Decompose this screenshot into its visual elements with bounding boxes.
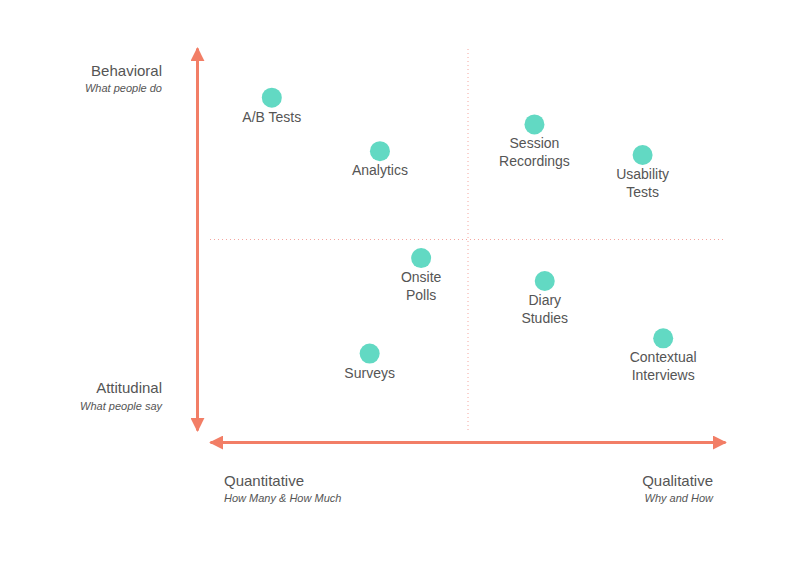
x-grid — [468, 48, 469, 430]
point-labels: A/B Tests Analytics Session Recordings Usabi… — [242, 109, 696, 384]
point — [524, 114, 544, 134]
point-label: Tests — [626, 184, 659, 200]
x-grid-tick — [468, 48, 469, 430]
y-grid-line — [210, 239, 725, 240]
point-label: Surveys — [344, 365, 395, 381]
y-axis-line — [196, 49, 199, 431]
points — [262, 88, 673, 364]
x-axis-labels: Quantitative How Many & How Much Qualitati… — [224, 472, 714, 504]
x-end-label: Qualitative — [642, 472, 713, 489]
y-grid-tick — [210, 239, 725, 240]
point — [370, 141, 390, 161]
y-end-label: Attitudinal — [96, 379, 162, 396]
point — [535, 271, 555, 291]
point-label: Studies — [521, 310, 568, 326]
y-end-note: What people say — [80, 400, 163, 412]
y-end-label: Behavioral — [91, 62, 162, 79]
point-label: Session — [510, 135, 560, 151]
point-label: Interviews — [632, 367, 695, 383]
point-label: Usability — [616, 166, 669, 182]
point-label: Contextual — [630, 349, 697, 365]
point-label: Analytics — [352, 162, 408, 178]
point-label: Diary — [528, 292, 561, 308]
point-label: Recordings — [499, 153, 570, 169]
point-label: Polls — [406, 287, 436, 303]
chart: Attitudinal What people say Behavioral What… — [0, 0, 799, 563]
x-end-label: Quantitative — [224, 472, 304, 489]
x-axis-line — [211, 441, 726, 444]
point — [411, 248, 431, 268]
point — [653, 328, 673, 348]
point — [262, 88, 282, 108]
y-grid — [210, 239, 725, 240]
point — [633, 145, 653, 165]
x-end-note: How Many & How Much — [224, 492, 341, 504]
point-label: Onsite — [401, 269, 442, 285]
point — [360, 344, 380, 364]
y-axis-labels: Attitudinal What people say Behavioral What… — [80, 62, 163, 412]
y-axis — [197, 49, 199, 431]
y-end-note: What people do — [85, 82, 162, 94]
point-label: A/B Tests — [242, 109, 301, 125]
x-end-note: Why and How — [645, 492, 715, 504]
x-grid-line — [468, 48, 469, 430]
x-axis — [211, 442, 726, 444]
